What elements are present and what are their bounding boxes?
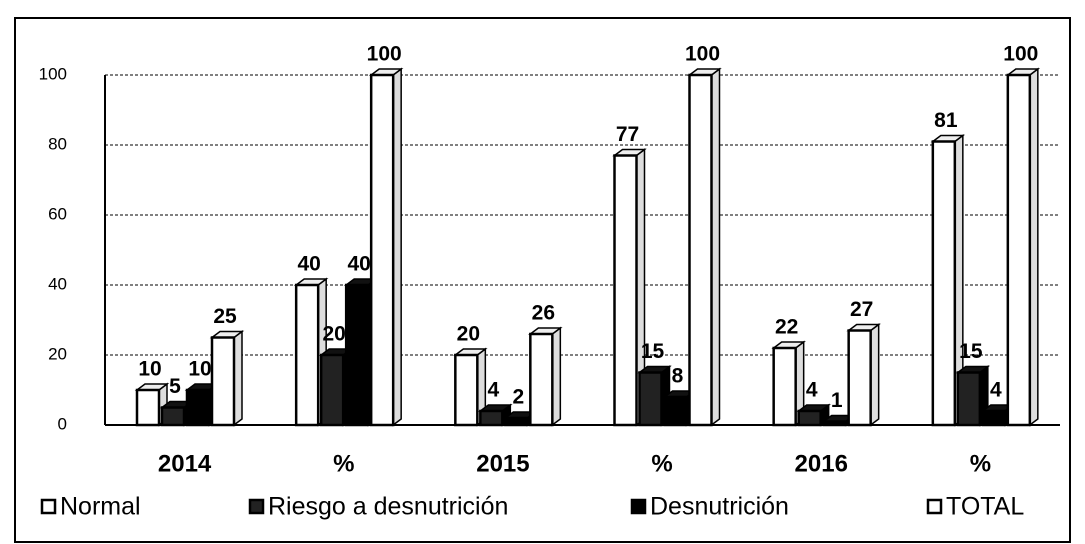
bar — [479, 409, 504, 427]
data-label: 8 — [672, 365, 684, 388]
y-tick-label: 60 — [48, 204, 67, 223]
y-tick-label: 20 — [48, 344, 67, 363]
data-label: 100 — [367, 43, 402, 66]
data-label: 4 — [487, 379, 499, 402]
bar — [135, 388, 161, 427]
legend-swatch — [40, 498, 57, 515]
data-label: 100 — [1003, 43, 1038, 66]
legend-swatch — [926, 498, 943, 515]
data-label: 22 — [775, 316, 798, 339]
bar — [613, 154, 638, 427]
bar — [663, 395, 688, 427]
bar — [688, 73, 713, 427]
legend-label: Riesgo a desnutrición — [268, 493, 508, 521]
x-tick-label: % — [333, 450, 354, 477]
bar — [772, 346, 797, 427]
x-tick-label: 2016 — [795, 450, 848, 477]
legend-swatch — [248, 498, 265, 515]
data-label: 1 — [831, 389, 843, 412]
data-label: 20 — [457, 323, 480, 346]
bar — [797, 409, 822, 427]
legend-label: Desnutrición — [650, 493, 789, 521]
x-tick-label: 2014 — [158, 450, 212, 477]
bar — [956, 371, 982, 427]
bar — [931, 140, 957, 427]
data-label: 2 — [512, 386, 524, 409]
bar — [319, 353, 345, 427]
bar — [847, 329, 872, 427]
data-label: 40 — [297, 253, 320, 276]
bar — [529, 332, 554, 427]
data-label: 81 — [934, 109, 958, 132]
data-label: 77 — [616, 123, 639, 146]
x-tick-label: 2015 — [476, 450, 529, 477]
x-tick-label: % — [970, 450, 991, 477]
data-label: 4 — [806, 379, 818, 402]
bar — [981, 409, 1007, 427]
bar — [369, 73, 395, 427]
y-tick-label: 40 — [48, 274, 67, 293]
data-label: 40 — [347, 253, 370, 276]
legend-label: Normal — [60, 493, 141, 521]
data-label: 15 — [959, 340, 983, 363]
data-label: 4 — [990, 379, 1002, 402]
bar — [454, 353, 479, 427]
bar — [1006, 73, 1032, 427]
y-tick-label: 0 — [58, 414, 67, 433]
chart-border — [14, 17, 1071, 543]
legend-label: TOTAL — [946, 493, 1024, 521]
data-label: 27 — [850, 298, 873, 321]
bar — [185, 388, 211, 427]
bar — [160, 406, 186, 427]
x-tick-label: % — [651, 450, 672, 477]
data-label: 26 — [532, 302, 555, 325]
bar — [210, 336, 236, 427]
data-label: 100 — [685, 43, 720, 66]
y-tick-label: 80 — [48, 134, 67, 153]
data-label: 20 — [322, 323, 345, 346]
data-label: 25 — [213, 305, 237, 328]
data-label: 10 — [188, 358, 211, 381]
data-label: 5 — [169, 375, 181, 398]
bar — [344, 283, 370, 427]
legend-swatch — [630, 498, 647, 515]
bar — [504, 416, 529, 427]
data-label: 15 — [641, 340, 665, 363]
y-tick-label: 100 — [39, 64, 67, 83]
bar — [822, 420, 847, 427]
bar — [294, 283, 320, 427]
bar — [638, 371, 663, 427]
data-label: 10 — [138, 358, 161, 381]
